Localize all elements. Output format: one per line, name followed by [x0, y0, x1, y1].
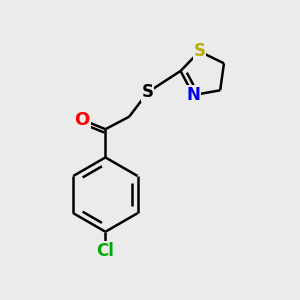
Text: N: N: [186, 86, 200, 104]
Text: S: S: [142, 83, 154, 101]
Text: O: O: [75, 111, 90, 129]
Text: S: S: [194, 42, 206, 60]
Text: Cl: Cl: [97, 242, 114, 260]
